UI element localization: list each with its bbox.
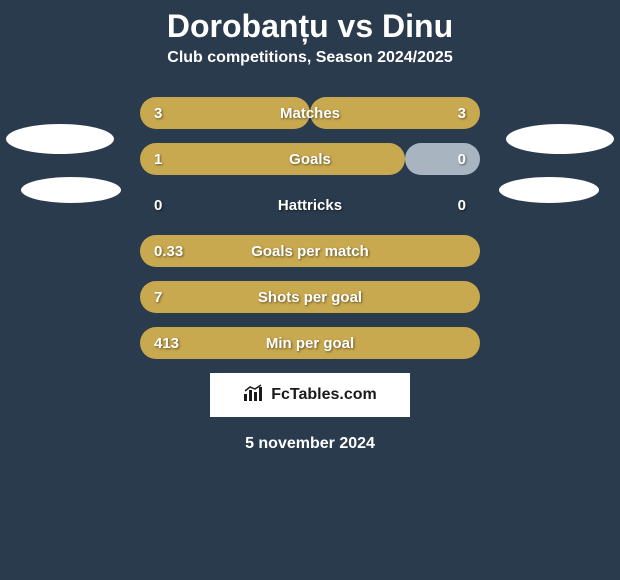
player-right-ellipse-2 [499, 177, 599, 203]
player-left-ellipse-1 [6, 124, 114, 154]
date-label: 5 november 2024 [0, 435, 620, 453]
page-title: Dorobanțu vs Dinu [0, 0, 620, 49]
stat-value-right: 3 [458, 105, 466, 122]
stat-row: 413Min per goal [140, 327, 480, 359]
stat-row: 0Hattricks0 [140, 189, 480, 221]
stat-row: 3Matches3 [140, 97, 480, 129]
stat-row: 0.33Goals per match [140, 235, 480, 267]
stat-row: 1Goals0 [140, 143, 480, 175]
stat-label: Shots per goal [140, 289, 480, 306]
stat-label: Goals [140, 151, 480, 168]
stat-value-right: 0 [458, 151, 466, 168]
stat-label: Goals per match [140, 243, 480, 260]
player-right-ellipse-1 [506, 124, 614, 154]
stat-label: Min per goal [140, 335, 480, 352]
stat-label: Hattricks [140, 197, 480, 214]
stats-container: 3Matches31Goals00Hattricks00.33Goals per… [140, 97, 480, 359]
player-left-ellipse-2 [21, 177, 121, 203]
logo-text: FcTables.com [271, 386, 377, 404]
stat-label: Matches [140, 105, 480, 122]
page-subtitle: Club competitions, Season 2024/2025 [0, 49, 620, 97]
stat-value-right: 0 [458, 197, 466, 214]
chart-icon [243, 384, 265, 407]
logo-box: FcTables.com [210, 373, 410, 417]
stat-row: 7Shots per goal [140, 281, 480, 313]
